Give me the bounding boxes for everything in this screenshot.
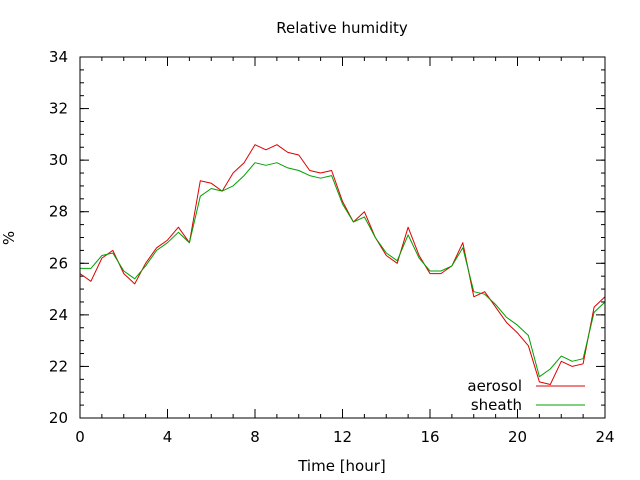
legend-label-sheath: sheath [471,396,522,414]
x-tick-label: 24 [595,428,614,446]
y-tick-label: 34 [49,48,68,66]
y-axis-label: % [0,231,18,245]
chart-title: Relative humidity [276,19,408,37]
x-axis-label: Time [hour] [297,457,386,475]
y-tick-label: 22 [49,357,68,375]
tick-labels: 0 4 8 12 16 20 24 20 22 24 26 28 30 32 34 [49,48,615,446]
y-tick-label: 26 [49,254,68,272]
y-tick-label: 32 [49,100,68,118]
y-tick-label: 28 [49,203,68,221]
x-tick-label: 4 [163,428,173,446]
y-tick-label: 24 [49,306,68,324]
series-layer [79,144,606,385]
y-tick-label: 30 [49,151,68,169]
legend-label-aerosol: aerosol [467,377,522,395]
x-tick-label: 12 [333,428,352,446]
sheath-series-line [80,162,606,378]
x-tick-label: 20 [508,428,527,446]
x-tick-label: 16 [420,428,439,446]
y-tick-label: 20 [49,409,68,427]
aerosol-series-line [79,144,606,385]
x-tick-label: 0 [75,428,85,446]
x-tick-label: 8 [250,428,260,446]
plot-area-border [79,56,606,419]
